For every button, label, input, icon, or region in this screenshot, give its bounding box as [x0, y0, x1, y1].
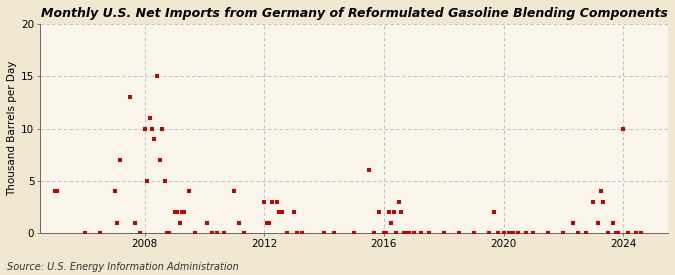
Point — [573, 231, 584, 235]
Point — [388, 210, 399, 214]
Point — [274, 210, 285, 214]
Point — [623, 231, 634, 235]
Point — [381, 231, 392, 235]
Point — [229, 189, 240, 194]
Point — [386, 221, 397, 225]
Point — [498, 231, 509, 235]
Point — [267, 200, 277, 204]
Point — [276, 210, 287, 214]
Point — [610, 231, 621, 235]
Text: Source: U.S. Energy Information Administration: Source: U.S. Energy Information Administ… — [7, 262, 238, 272]
Point — [383, 210, 394, 214]
Point — [404, 231, 414, 235]
Point — [184, 189, 195, 194]
Point — [161, 231, 172, 235]
Point — [234, 221, 245, 225]
Point — [513, 231, 524, 235]
Point — [296, 231, 307, 235]
Point — [261, 221, 272, 225]
Point — [468, 231, 479, 235]
Point — [483, 231, 494, 235]
Point — [595, 189, 606, 194]
Point — [528, 231, 539, 235]
Point — [291, 231, 302, 235]
Point — [177, 210, 188, 214]
Point — [139, 126, 150, 131]
Point — [416, 231, 427, 235]
Point — [157, 126, 167, 131]
Point — [146, 126, 157, 131]
Point — [171, 210, 182, 214]
Point — [379, 231, 389, 235]
Point — [394, 200, 404, 204]
Point — [259, 200, 269, 204]
Point — [401, 231, 412, 235]
Point — [408, 231, 419, 235]
Point — [95, 231, 105, 235]
Point — [520, 231, 531, 235]
Point — [164, 231, 175, 235]
Point — [493, 231, 504, 235]
Point — [124, 95, 135, 99]
Point — [80, 231, 90, 235]
Point — [391, 231, 402, 235]
Point — [373, 210, 384, 214]
Point — [281, 231, 292, 235]
Point — [271, 200, 282, 204]
Point — [454, 231, 464, 235]
Point — [114, 158, 125, 162]
Point — [207, 231, 217, 235]
Point — [618, 126, 628, 131]
Point — [142, 179, 153, 183]
Point — [348, 231, 359, 235]
Point — [159, 179, 170, 183]
Point — [543, 231, 554, 235]
Point — [154, 158, 165, 162]
Point — [369, 231, 379, 235]
Point — [396, 210, 406, 214]
Point — [329, 231, 340, 235]
Point — [504, 231, 514, 235]
Point — [423, 231, 434, 235]
Point — [319, 231, 329, 235]
Point — [598, 200, 609, 204]
Point — [608, 221, 619, 225]
Point — [144, 116, 155, 120]
Point — [134, 231, 145, 235]
Point — [588, 200, 599, 204]
Point — [49, 189, 60, 194]
Point — [219, 231, 230, 235]
Point — [130, 221, 140, 225]
Point — [580, 231, 591, 235]
Y-axis label: Thousand Barrels per Day: Thousand Barrels per Day — [7, 61, 17, 196]
Point — [398, 231, 409, 235]
Point — [152, 74, 163, 78]
Point — [630, 231, 641, 235]
Point — [149, 137, 160, 141]
Point — [613, 231, 624, 235]
Point — [364, 168, 375, 173]
Point — [289, 210, 300, 214]
Point — [264, 221, 275, 225]
Point — [488, 210, 499, 214]
Point — [508, 231, 519, 235]
Point — [111, 221, 122, 225]
Point — [174, 221, 185, 225]
Point — [169, 210, 180, 214]
Point — [568, 221, 578, 225]
Point — [52, 189, 63, 194]
Point — [593, 221, 603, 225]
Point — [635, 231, 646, 235]
Point — [201, 221, 212, 225]
Point — [189, 231, 200, 235]
Point — [239, 231, 250, 235]
Point — [211, 231, 222, 235]
Title: Monthly U.S. Net Imports from Germany of Reformulated Gasoline Blending Componen: Monthly U.S. Net Imports from Germany of… — [40, 7, 668, 20]
Point — [109, 189, 120, 194]
Point — [179, 210, 190, 214]
Point — [438, 231, 449, 235]
Point — [603, 231, 614, 235]
Point — [558, 231, 569, 235]
